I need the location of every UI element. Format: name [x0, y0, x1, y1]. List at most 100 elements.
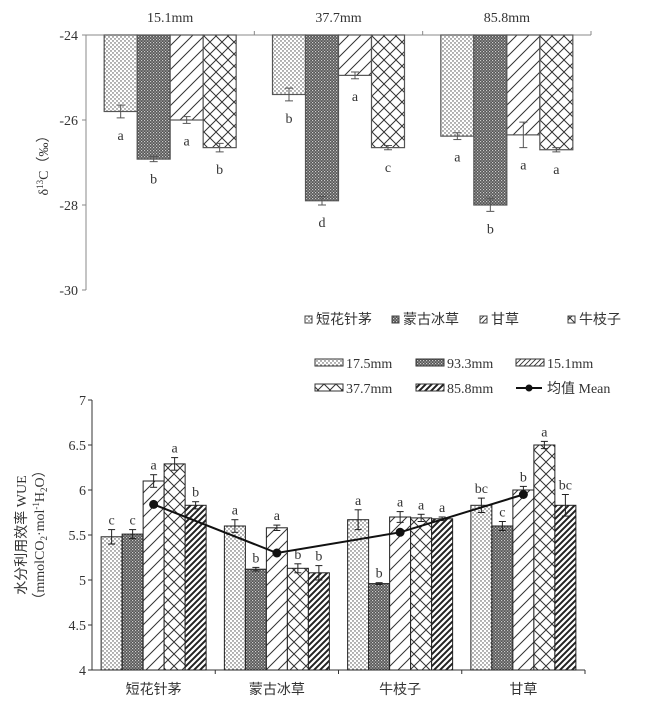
bottom-error-bar [540, 440, 548, 450]
top-significance-letter: b [150, 173, 157, 188]
bottom-legend-label: 93.3mm [447, 357, 493, 372]
top-significance-letter: a [553, 163, 560, 178]
top-bar [473, 34, 508, 206]
bottom-bar [121, 533, 144, 671]
bottom-legend-swatch [415, 383, 445, 392]
bottom-category-label: 短花针茅 [126, 682, 182, 698]
top-significance-letter: b [216, 163, 223, 178]
top-bar [539, 34, 574, 151]
top-significance-letter: a [454, 151, 461, 166]
top-legend-swatch [391, 315, 400, 324]
top-bar [202, 34, 237, 149]
bottom-error-bar [417, 513, 425, 522]
bottom-error-bar [498, 521, 506, 531]
top-error-bar [116, 104, 125, 119]
bottom-legend-item: 93.3mm [415, 357, 493, 372]
top-error-bar [552, 147, 561, 153]
top-error-bar [384, 145, 392, 151]
top-legend-swatch [567, 315, 576, 324]
bottom-significance-letter: a [541, 425, 548, 440]
mean-point [395, 527, 405, 537]
bottom-significance-letter: a [172, 442, 179, 457]
bottom-y-axis-label-line1: 水分利用效率 WUE [13, 475, 30, 594]
top-category-label: 37.7mm [315, 11, 361, 26]
top-legend-label: 蒙古冰草 [403, 312, 459, 328]
bottom-significance-letter: c [499, 506, 505, 521]
bottom-error-bar [192, 501, 200, 510]
top-legend-swatch [479, 315, 488, 324]
bottom-error-bar [294, 563, 302, 574]
bottom-bar [347, 519, 370, 671]
bottom-bar [100, 536, 123, 671]
bottom-error-bar [477, 497, 485, 513]
bottom-legend-label: 17.5mm [346, 357, 392, 372]
top-category-label: 15.1mm [147, 11, 193, 26]
bottom-significance-letter: a [397, 496, 404, 511]
bottom-error-bar [354, 509, 362, 531]
bottom-category-label: 蒙古冰草 [249, 682, 305, 698]
bottom-significance-letter: b [252, 551, 259, 566]
top-bar [103, 34, 138, 113]
bottom-y-tick-label: 4.5 [69, 619, 87, 634]
top-legend-swatch [304, 315, 313, 324]
bottom-legend-item: 37.7mm [314, 382, 392, 397]
bottom-significance-letter: b [315, 550, 322, 565]
bottom-legend-swatch [515, 358, 545, 367]
bottom-bar [307, 572, 330, 671]
top-error-bar [285, 87, 293, 102]
top-bar [136, 34, 171, 160]
top-y-tick-label: -30 [59, 284, 78, 299]
bottom-legend-item: 17.5mm [314, 357, 392, 372]
bottom-significance-letter: b [192, 486, 199, 501]
bottom-significance-letter: a [274, 509, 281, 524]
top-error-bar [519, 121, 528, 149]
delta13c-chart: -24 -26 -28 -30 15.1mm 37.7mm 85.8mm a b a b b d a c… [35, 11, 621, 328]
mean-legend-marker [525, 384, 533, 392]
bottom-bar [470, 504, 493, 671]
bottom-error-bar [171, 457, 179, 471]
top-error-bar [351, 71, 359, 80]
bottom-error-bar [375, 582, 383, 585]
bottom-y-tick-label: 7 [79, 394, 86, 409]
bottom-legend-label: 85.8mm [447, 382, 493, 397]
bottom-legend-item-mean: 均值 Mean [516, 381, 610, 397]
bottom-legend-item: 85.8mm [415, 382, 493, 397]
top-significance-letter: d [319, 216, 326, 231]
bottom-bar [286, 567, 309, 671]
top-legend-item: 牛枝子 [567, 312, 621, 328]
bottom-bar [142, 480, 165, 671]
bottom-significance-letter: a [232, 504, 239, 519]
top-legend: 短花针茅 蒙古冰草 甘草 牛枝子 [304, 312, 621, 328]
bottom-significance-letter: b [376, 567, 383, 582]
bottom-legend-swatch [314, 358, 344, 367]
bottom-bar [533, 444, 556, 671]
top-bar [337, 34, 373, 76]
bottom-legend-label: 15.1mm [547, 357, 593, 372]
bottom-error-bar [150, 474, 158, 488]
bottom-y-tick-label: 5 [79, 574, 86, 589]
bottom-bar [554, 504, 577, 671]
bottom-error-bar [129, 529, 137, 540]
top-bar [304, 34, 340, 202]
top-y-axis-label: δ13C（‰） [35, 129, 52, 196]
mean-line [153, 493, 524, 555]
bottom-legend-label: 均值 Mean [547, 381, 610, 397]
bottom-error-bar [396, 511, 404, 523]
bottom-y-tick-label: 5.5 [69, 529, 87, 544]
bottom-y-tick-label: 6.5 [69, 439, 87, 454]
top-legend-item: 蒙古冰草 [391, 312, 459, 328]
top-bar [271, 34, 307, 96]
top-legend-label: 甘草 [491, 312, 519, 328]
bottom-bar [163, 463, 186, 671]
bottom-significance-letter: a [355, 494, 362, 509]
top-y-tick-label: -24 [59, 29, 78, 44]
bottom-bar [431, 518, 454, 671]
bottom-bar [223, 525, 246, 671]
bottom-significance-letter: c [109, 514, 115, 529]
mean-point [272, 548, 282, 558]
bottom-legend-label: 37.7mm [346, 382, 392, 397]
top-significance-letter: a [352, 90, 359, 105]
bottom-bar [410, 517, 433, 671]
top-error-bar [318, 196, 326, 206]
top-bar [506, 34, 541, 136]
